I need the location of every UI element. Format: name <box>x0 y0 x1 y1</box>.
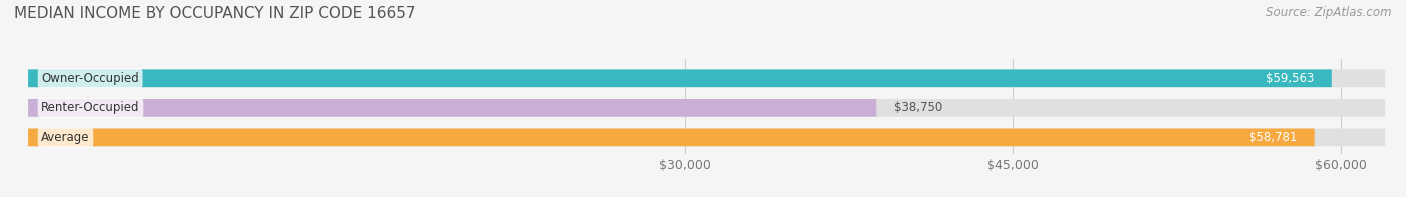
Text: Owner-Occupied: Owner-Occupied <box>41 72 139 85</box>
Text: $38,750: $38,750 <box>894 101 942 114</box>
FancyBboxPatch shape <box>28 99 1385 117</box>
Text: Source: ZipAtlas.com: Source: ZipAtlas.com <box>1267 6 1392 19</box>
Text: $58,781: $58,781 <box>1249 131 1298 144</box>
FancyBboxPatch shape <box>28 99 876 117</box>
Text: Renter-Occupied: Renter-Occupied <box>41 101 139 114</box>
Text: Average: Average <box>41 131 90 144</box>
FancyBboxPatch shape <box>28 70 1331 87</box>
Text: MEDIAN INCOME BY OCCUPANCY IN ZIP CODE 16657: MEDIAN INCOME BY OCCUPANCY IN ZIP CODE 1… <box>14 6 416 21</box>
FancyBboxPatch shape <box>28 129 1385 146</box>
Text: $59,563: $59,563 <box>1265 72 1315 85</box>
FancyBboxPatch shape <box>28 70 1385 87</box>
FancyBboxPatch shape <box>28 129 1315 146</box>
